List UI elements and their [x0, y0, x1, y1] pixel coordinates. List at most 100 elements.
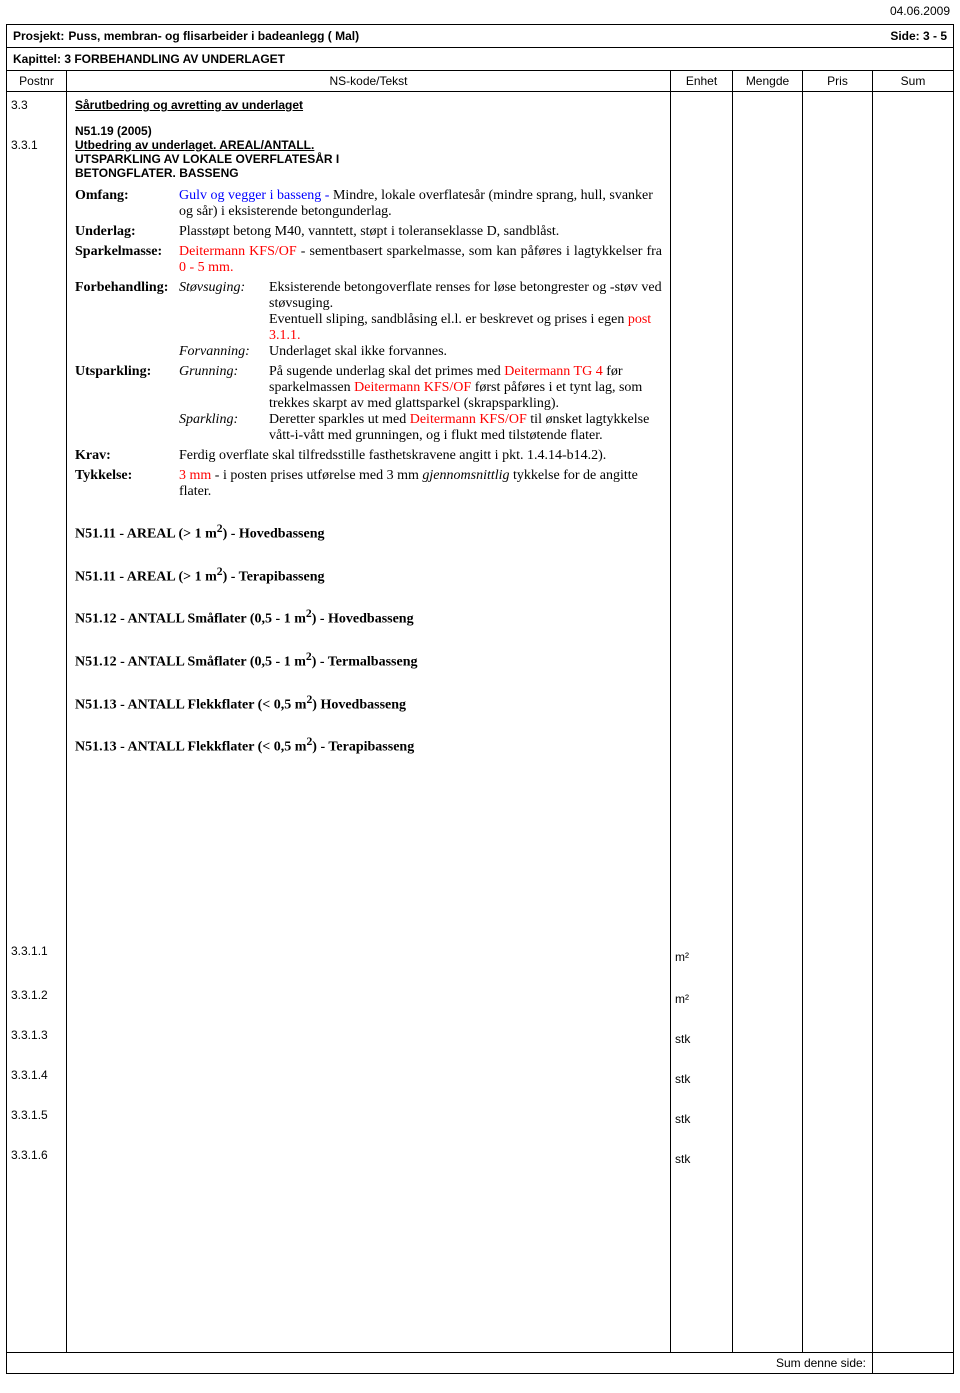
sub-code: N51.19 (2005) [75, 124, 662, 138]
content-sparkling: Deretter sparkles ut med Deitermann KFS/… [269, 412, 662, 444]
postnr-column: 3.3 3.3.1 3.3.1.1 3.3.1.2 3.3.1.3 3.3.1.… [7, 92, 67, 1352]
label-utsparkling: Utsparkling: [75, 364, 179, 444]
body-area: 3.3 3.3.1 3.3.1.1 3.3.1.2 3.3.1.3 3.3.1.… [7, 92, 953, 1352]
tyk-1: - i posten prises utførelse med 3 mm [211, 468, 422, 483]
postnr-3311: 3.3.1.1 [11, 944, 62, 958]
footer-sum-value [873, 1353, 953, 1373]
project-label: Prosjekt: [13, 29, 64, 43]
col-header-mengde: Mengde [733, 71, 803, 91]
unit-2: m² [675, 992, 728, 1006]
label-stovsuging: Støvsuging: [179, 280, 269, 344]
col-header-postnr: Postnr [7, 71, 67, 91]
sparkel-dash: - sementbasert sparkelmasse, som kan påf… [297, 244, 662, 259]
krav-1: Ferdig overflate skal tilfredsstille fas… [179, 448, 502, 463]
postnr-3312: 3.3.1.2 [11, 988, 62, 1002]
spec-l1b: ) - Hovedbasseng [223, 527, 325, 542]
content-stovsuging: Eksisterende betongoverflate renses for … [269, 280, 662, 344]
sub-line1: UTSPARKLING AV LOKALE OVERFLATESÅR I [75, 152, 662, 166]
content-underlag: Plasstøpt betong M40, vanntett, støpt i … [179, 224, 662, 240]
spec-l4a: N51.12 - ANTALL Småflater (0,5 - 1 m [75, 655, 306, 670]
page-side: Side: 3 - 5 [890, 29, 947, 43]
spec-3313: N51.12 - ANTALL Småflater (0,5 - 1 m2) -… [75, 607, 662, 628]
section-title: Sårutbedring og avretting av underlaget [75, 98, 662, 112]
label-krav: Krav: [75, 448, 179, 464]
label-sparkling: Sparkling: [179, 412, 269, 444]
label-omfang: Omfang: [75, 188, 179, 220]
content-sparkelmasse: Deitermann KFS/OF - sementbasert sparkel… [179, 244, 662, 276]
label-tykkelse: Tykkelse: [75, 468, 179, 500]
detail-block: Omfang: Gulv og vegger i basseng - Mindr… [75, 188, 662, 500]
spec-l5a: N51.13 - ANTALL Flekkflater (< 0,5 m [75, 697, 306, 712]
content-grunning: På sugende underlag skal det primes med … [269, 364, 662, 412]
omfang-blue: Gulv og vegger i basseng - [179, 188, 333, 203]
grun-1: På sugende underlag skal det primes med [269, 364, 504, 379]
label-forbehandling: Forbehandling: [75, 280, 179, 360]
spec-3315: N51.13 - ANTALL Flekkflater (< 0,5 m2) H… [75, 693, 662, 714]
content-forvanning: Underlaget skal ikke forvannes. [269, 344, 662, 360]
footer-row: Sum denne side: [7, 1352, 953, 1373]
content-tykkelse: 3 mm - i posten prises utførelse med 3 m… [179, 468, 662, 500]
project-name: Puss, membran- og flisarbeider i badeanl… [68, 29, 359, 43]
sparkel-red1: Deitermann KFS/OF [179, 244, 297, 259]
grun-r2: Deitermann KFS/OF [354, 380, 471, 395]
header-chapter-row: Kapittel: 3 FORBEHANDLING AV UNDERLAGET [7, 48, 953, 71]
pris-column [803, 92, 873, 1352]
page-date-top: 04.06.2009 [0, 0, 960, 18]
spec-3316: N51.13 - ANTALL Flekkflater (< 0,5 m2) -… [75, 735, 662, 756]
subsection-block: N51.19 (2005) Utbedring av underlaget. A… [75, 124, 662, 180]
spec-l1a: N51.11 - AREAL (> 1 m [75, 527, 217, 542]
content-omfang: Gulv og vegger i basseng - Mindre, lokal… [179, 188, 662, 220]
sparkling-1: Deretter sparkles ut med [269, 412, 410, 427]
postnr-3314: 3.3.1.4 [11, 1068, 62, 1082]
postnr-3316: 3.3.1.6 [11, 1148, 62, 1162]
postnr-3313: 3.3.1.3 [11, 1028, 62, 1042]
label-grunning: Grunning: [179, 364, 269, 412]
unit-4: stk [675, 1072, 728, 1086]
postnr-33: 3.3 [11, 98, 62, 112]
postnr-331: 3.3.1 [11, 138, 62, 152]
grun-r1: Deitermann TG 4 [504, 364, 603, 379]
tyk-i: gjennomsnittlig [422, 468, 509, 483]
col-header-sum: Sum [873, 71, 953, 91]
spec-l2b: ) - Terapibasseng [223, 569, 325, 584]
spec-3314: N51.12 - ANTALL Småflater (0,5 - 1 m2) -… [75, 650, 662, 671]
sum-column [873, 92, 953, 1352]
col-header-text: NS-kode/Tekst [67, 71, 671, 91]
unit-3: stk [675, 1032, 728, 1046]
label-underlag: Underlag: [75, 224, 179, 240]
stov-1: Eksisterende betongoverflate renses for … [269, 280, 662, 311]
footer-sum-label: Sum denne side: [7, 1353, 873, 1373]
unit-6: stk [675, 1152, 728, 1166]
unit-1: m² [675, 950, 728, 964]
text-column: Sårutbedring og avretting av underlaget … [67, 92, 671, 1352]
sub-line2: BETONGFLATER. BASSENG [75, 166, 662, 180]
stov-2: Eventuell sliping, sandblåsing el.l. er … [269, 312, 628, 327]
spec-l4b: ) - Termalbasseng [312, 655, 418, 670]
sub-title: Utbedring av underlaget. AREAL/ANTALL. [75, 138, 662, 152]
spec-l5b: ) Hovedbasseng [312, 697, 406, 712]
sparkel-red2: 0 - 5 mm. [179, 260, 233, 275]
spec-l3a: N51.12 - ANTALL Småflater (0,5 - 1 m [75, 612, 306, 627]
tyk-r: 3 mm [179, 468, 211, 483]
chapter-label: Kapittel: [13, 52, 61, 66]
header-project-row: Prosjekt: Puss, membran- og flisarbeider… [7, 25, 953, 48]
spec-l3b: ) - Hovedbasseng [312, 612, 414, 627]
enhet-column: m² m² stk stk stk stk [671, 92, 733, 1352]
mengde-column [733, 92, 803, 1352]
column-headers: Postnr NS-kode/Tekst Enhet Mengde Pris S… [7, 71, 953, 92]
spec-3311: N51.11 - AREAL (> 1 m2) - Hovedbasseng [75, 522, 662, 543]
spec-l6a: N51.13 - ANTALL Flekkflater (< 0,5 m [75, 740, 306, 755]
spec-l6b: ) - Terapibasseng [312, 740, 414, 755]
krav-ref: pkt. 1.4.14-b14.2). [502, 448, 606, 463]
sparkling-r: Deitermann KFS/OF [410, 412, 527, 427]
col-header-pris: Pris [803, 71, 873, 91]
spec-l2a: N51.11 - AREAL (> 1 m [75, 569, 217, 584]
page-container: Prosjekt: Puss, membran- og flisarbeider… [6, 24, 954, 1374]
chapter-name: 3 FORBEHANDLING AV UNDERLAGET [64, 52, 285, 66]
label-sparkelmasse: Sparkelmasse: [75, 244, 179, 276]
col-header-enhet: Enhet [671, 71, 733, 91]
content-krav: Ferdig overflate skal tilfredsstille fas… [179, 448, 662, 464]
label-forvanning: Forvanning: [179, 344, 269, 360]
postnr-3315: 3.3.1.5 [11, 1108, 62, 1122]
unit-5: stk [675, 1112, 728, 1126]
